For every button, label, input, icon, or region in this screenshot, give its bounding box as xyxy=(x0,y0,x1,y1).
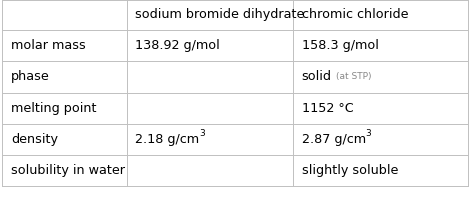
Text: 2.18 g/cm: 2.18 g/cm xyxy=(135,133,199,146)
Text: 2.87 g/cm: 2.87 g/cm xyxy=(302,133,366,146)
Text: 1152 °C: 1152 °C xyxy=(302,102,353,115)
Text: solubility in water: solubility in water xyxy=(11,164,125,177)
Text: chromic chloride: chromic chloride xyxy=(302,8,408,21)
Text: sodium bromide dihydrate: sodium bromide dihydrate xyxy=(135,8,304,21)
Text: 158.3 g/mol: 158.3 g/mol xyxy=(302,39,378,52)
Text: 3: 3 xyxy=(199,129,205,138)
Text: solid: solid xyxy=(302,70,332,83)
Text: molar mass: molar mass xyxy=(11,39,85,52)
Text: (at STP): (at STP) xyxy=(335,72,371,81)
Text: phase: phase xyxy=(11,70,50,83)
Text: 138.92 g/mol: 138.92 g/mol xyxy=(135,39,220,52)
Text: melting point: melting point xyxy=(11,102,96,115)
Text: density: density xyxy=(11,133,58,146)
Text: 3: 3 xyxy=(366,129,371,138)
Text: slightly soluble: slightly soluble xyxy=(302,164,398,177)
